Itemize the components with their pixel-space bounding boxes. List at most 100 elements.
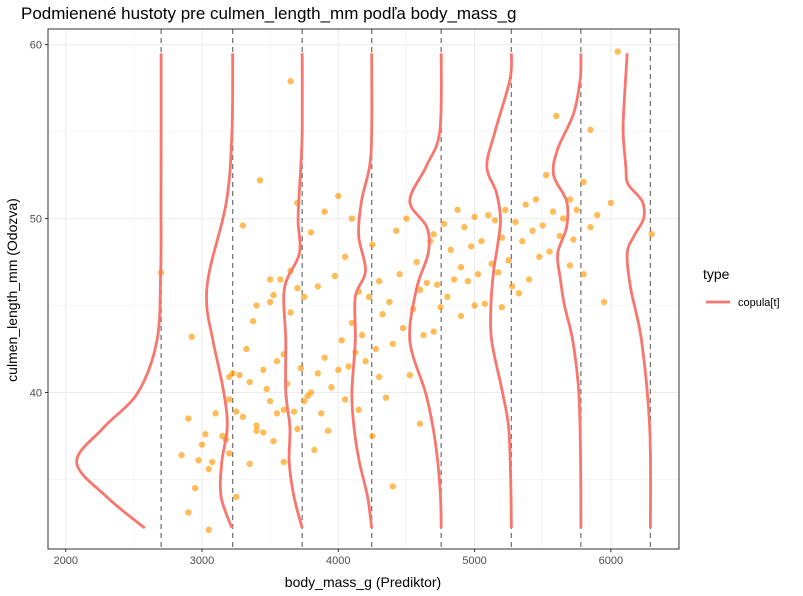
data-point (580, 178, 587, 186)
data-point (345, 363, 352, 370)
data-point (413, 258, 420, 266)
data-point (307, 389, 315, 396)
grid-lines (48, 29, 680, 549)
data-point (512, 218, 519, 226)
data-point (239, 413, 247, 421)
data-point (382, 394, 390, 401)
scatter-points (157, 48, 655, 534)
data-point (375, 373, 383, 381)
data-point (260, 429, 267, 436)
data-point (246, 378, 253, 386)
data-point (294, 425, 301, 433)
data-point (416, 286, 424, 294)
data-point (580, 271, 587, 278)
data-point (335, 192, 342, 200)
y-tick-label: 50 (30, 214, 42, 226)
data-point (467, 243, 475, 250)
data-point (249, 317, 257, 325)
data-point (566, 196, 574, 203)
data-point (212, 410, 219, 417)
data-point (549, 208, 557, 215)
data-point (600, 298, 608, 306)
x-tick-label: 5000 (462, 555, 486, 567)
axis-ticks: 2000 3000 4000 5000 6000 40 50 60 (30, 40, 623, 567)
data-point (532, 196, 540, 203)
data-point (324, 427, 332, 434)
data-point (355, 406, 362, 414)
data-point (464, 277, 471, 285)
data-point (389, 340, 397, 347)
data-point (331, 272, 339, 280)
data-point (614, 48, 621, 55)
data-point (335, 366, 342, 374)
data-point (519, 237, 526, 245)
data-point (559, 215, 567, 222)
data-point (396, 271, 403, 278)
data-point (430, 231, 437, 238)
data-point (471, 213, 478, 221)
data-point (393, 227, 400, 234)
data-point (478, 237, 485, 245)
x-tick-label: 6000 (599, 555, 623, 567)
data-point (253, 422, 260, 429)
data-point (362, 357, 369, 365)
data-point (372, 345, 379, 353)
data-point (457, 312, 465, 320)
data-point (348, 215, 356, 222)
data-point (246, 460, 253, 467)
density-curve (621, 53, 652, 529)
density-curve (205, 53, 235, 529)
data-point (498, 304, 506, 311)
data-point (437, 304, 444, 311)
data-point (375, 277, 383, 285)
data-point (648, 231, 655, 238)
legend: type copula[t] (703, 266, 780, 309)
x-tick-label: 4000 (326, 555, 350, 567)
data-point (270, 437, 277, 445)
data-point (471, 302, 478, 309)
data-point (508, 283, 516, 290)
data-point (294, 284, 301, 292)
data-point (273, 357, 281, 365)
density-curve (408, 53, 443, 529)
data-point (406, 371, 414, 379)
data-point (457, 264, 465, 271)
data-point (607, 199, 615, 207)
data-point (314, 370, 322, 377)
data-point (369, 432, 376, 440)
data-point (502, 206, 509, 214)
data-point (232, 493, 240, 501)
data-point (566, 262, 574, 269)
data-point (229, 370, 236, 377)
data-point (440, 220, 448, 227)
data-point (185, 415, 192, 422)
data-point (195, 457, 202, 464)
data-point (198, 441, 206, 448)
data-point (341, 253, 349, 261)
data-point (270, 291, 277, 299)
data-point (525, 276, 533, 283)
data-point (253, 427, 260, 434)
data-point (505, 257, 512, 264)
data-point (495, 269, 502, 276)
data-point (522, 201, 529, 208)
data-point (266, 298, 274, 306)
data-point (321, 208, 328, 215)
data-point (594, 211, 601, 219)
data-point (461, 224, 468, 231)
data-point (515, 290, 523, 297)
x-axis-title: body_mass_g (Prediktor) (285, 574, 441, 590)
data-point (314, 283, 322, 290)
y-tick-label: 40 (30, 387, 42, 399)
data-point (266, 276, 274, 283)
legend-label-copula: copula[t] (738, 297, 780, 309)
data-point (430, 328, 437, 335)
data-point (454, 206, 461, 214)
data-point (358, 331, 366, 339)
chart-title: Podmienené hustoty pre culmen_length_mm … (21, 4, 516, 23)
data-point (539, 222, 546, 229)
data-point (232, 408, 240, 415)
data-point (341, 396, 349, 403)
data-point (209, 458, 216, 466)
